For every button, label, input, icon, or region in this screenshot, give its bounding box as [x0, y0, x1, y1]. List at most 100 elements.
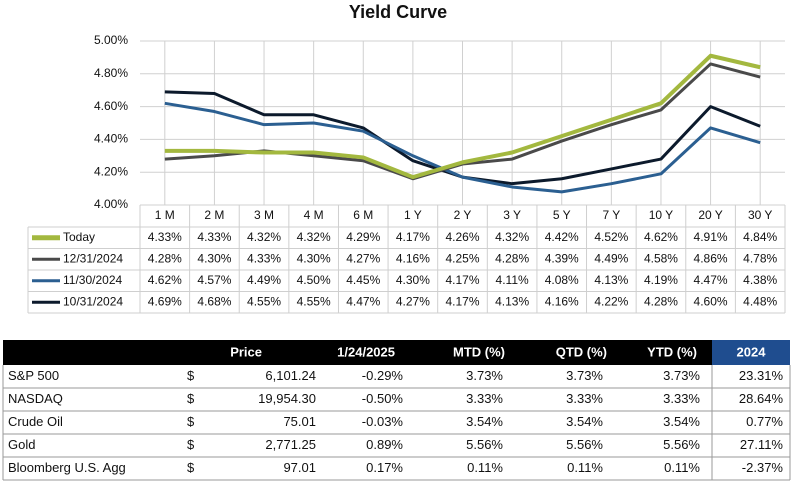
table-cell: -0.50% [362, 391, 404, 406]
table-value: 4.62% [148, 273, 182, 287]
legend-label: 12/31/2024 [63, 251, 123, 265]
table-value: 4.13% [495, 294, 529, 308]
table-value: 4.50% [297, 273, 331, 287]
table-cell: $ [187, 437, 195, 452]
series-line [164, 53, 761, 180]
x-tick-label: 1 M [155, 208, 175, 222]
table-value: 4.17% [445, 294, 479, 308]
y-tick-label: 4.20% [94, 164, 128, 178]
table-value: 4.91% [694, 230, 728, 244]
y-tick-label: 4.80% [94, 66, 128, 80]
table-value: 4.17% [396, 230, 430, 244]
table-cell: Crude Oil [8, 414, 63, 429]
table-value: 4.30% [197, 251, 231, 265]
table-value: 4.47% [346, 294, 380, 308]
table-value: 4.47% [694, 273, 728, 287]
table-value: 4.28% [495, 251, 529, 265]
series-line [164, 101, 761, 194]
table-cell: -0.03% [362, 414, 404, 429]
table-value: 4.11% [496, 273, 529, 287]
table-cell: 3.73% [663, 368, 700, 383]
x-tick-label: 4 M [304, 208, 324, 222]
table-value: 4.39% [545, 251, 579, 265]
table-cell: -0.29% [362, 368, 404, 383]
highlight-header-bg [712, 340, 790, 365]
table-value: 4.16% [396, 251, 430, 265]
table-cell: 3.54% [663, 414, 700, 429]
table-cell: 3.33% [663, 391, 700, 406]
table-value: 4.29% [346, 230, 380, 244]
table-value: 4.13% [594, 273, 628, 287]
table-value: 4.57% [197, 273, 231, 287]
table-cell: Gold [8, 437, 35, 452]
y-tick-label: 4.60% [94, 99, 128, 113]
table-value: 4.28% [148, 251, 182, 265]
table-cell: 75.01 [283, 414, 316, 429]
table-value: 4.32% [297, 230, 331, 244]
table-value: 4.49% [594, 251, 628, 265]
table-cell: Bloomberg U.S. Agg [8, 460, 126, 475]
table-value: 4.27% [346, 251, 380, 265]
table-cell: $ [187, 391, 195, 406]
table-cell: 5.56% [466, 437, 503, 452]
y-tick-label: 4.40% [94, 132, 128, 146]
table-value: 4.60% [694, 294, 728, 308]
table-header: Price [230, 344, 262, 359]
table-value: 4.30% [396, 273, 430, 287]
table-cell: 5.56% [663, 437, 700, 452]
x-tick-label: 3 Y [503, 208, 521, 222]
table-value: 4.27% [396, 294, 430, 308]
table-value: 4.52% [594, 230, 628, 244]
x-tick-label: 3 M [254, 208, 274, 222]
x-tick-label: 2 Y [454, 208, 472, 222]
table-value: 4.38% [743, 273, 777, 287]
y-tick-label: 4.00% [94, 197, 128, 211]
table-cell: 97.01 [283, 460, 316, 475]
table-cell: 19,954.30 [258, 391, 316, 406]
table-value: 4.62% [644, 230, 678, 244]
table-cell: $ [187, 414, 195, 429]
table-cell: 3.73% [566, 368, 603, 383]
table-header: QTD (%) [556, 344, 607, 359]
table-cell: 23.31% [739, 368, 784, 383]
table-header: 1/24/2025 [337, 344, 395, 359]
table-header-bg [3, 340, 790, 365]
table-value: 4.17% [445, 273, 479, 287]
table-value: 4.30% [297, 251, 331, 265]
x-tick-label: 7 Y [602, 208, 620, 222]
y-tick-label: 5.00% [94, 33, 128, 47]
table-value: 4.16% [545, 294, 579, 308]
table-header: MTD (%) [453, 344, 505, 359]
table-value: 4.48% [743, 294, 777, 308]
table-value: 4.33% [148, 230, 182, 244]
table-cell: 0.17% [366, 460, 403, 475]
table-cell: 27.11% [740, 437, 784, 452]
table-value: 4.45% [346, 273, 380, 287]
table-cell: 6,101.24 [265, 368, 316, 383]
table-cell: 3.54% [566, 414, 603, 429]
table-cell: 3.73% [466, 368, 503, 383]
table-value: 4.32% [495, 230, 529, 244]
table-value: 4.55% [247, 294, 281, 308]
table-value: 4.86% [694, 251, 728, 265]
table-cell: -2.37% [742, 460, 784, 475]
table-cell: 0.77% [746, 414, 783, 429]
table-cell: 5.56% [566, 437, 603, 452]
table-value: 4.69% [148, 294, 182, 308]
chart-title: Yield Curve [349, 2, 447, 22]
legend-label: 10/31/2024 [63, 294, 123, 308]
x-tick-label: 20 Y [698, 208, 722, 222]
table-value: 4.19% [644, 273, 678, 287]
x-tick-label: 2 M [204, 208, 224, 222]
table-value: 4.78% [743, 251, 777, 265]
table-value: 4.32% [247, 230, 281, 244]
table-value: 4.68% [197, 294, 231, 308]
table-cell: 0.11% [664, 460, 700, 475]
table-cell: 3.33% [566, 391, 603, 406]
table-cell: S&P 500 [8, 368, 59, 383]
table-cell: 0.11% [467, 460, 503, 475]
table-value: 4.33% [197, 230, 231, 244]
table-value: 4.22% [594, 294, 628, 308]
table-cell: 0.11% [567, 460, 603, 475]
